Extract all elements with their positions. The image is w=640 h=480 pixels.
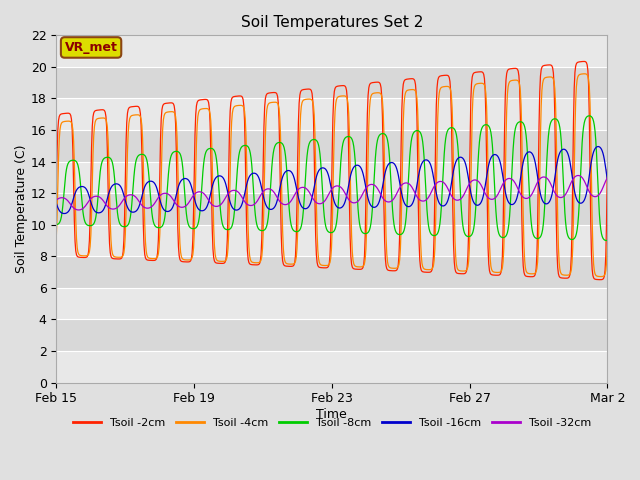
- Bar: [56, 320, 607, 351]
- X-axis label: Time: Time: [316, 408, 347, 421]
- Tsoil -2cm: [388, 268, 396, 274]
- Tsoil -2cm: [246, 261, 253, 266]
- Bar: [56, 98, 607, 130]
- Tsoil -8cm: [267, 186, 275, 192]
- Tsoil -32cm: [420, 198, 428, 204]
- Bar: [56, 288, 607, 320]
- Tsoil -2cm: [604, 167, 611, 172]
- Tsoil -32cm: [574, 173, 582, 179]
- Tsoil -8cm: [603, 238, 611, 243]
- Tsoil -8cm: [246, 147, 253, 153]
- Tsoil -16cm: [420, 157, 428, 163]
- Tsoil -16cm: [246, 172, 254, 178]
- Tsoil -2cm: [117, 256, 125, 262]
- Tsoil -2cm: [218, 261, 226, 266]
- Tsoil -8cm: [117, 223, 125, 228]
- Tsoil -4cm: [597, 274, 605, 279]
- Line: Tsoil -32cm: Tsoil -32cm: [56, 176, 607, 210]
- Tsoil -4cm: [388, 265, 396, 271]
- Tsoil -16cm: [219, 175, 227, 180]
- Y-axis label: Soil Temperature (C): Soil Temperature (C): [15, 145, 28, 273]
- Tsoil -4cm: [117, 254, 125, 260]
- Line: Tsoil -2cm: Tsoil -2cm: [56, 61, 607, 280]
- Bar: [56, 36, 607, 67]
- Tsoil -16cm: [389, 160, 397, 166]
- Tsoil -16cm: [52, 201, 60, 206]
- Tsoil -4cm: [420, 265, 428, 271]
- Tsoil -4cm: [580, 71, 588, 77]
- Tsoil -32cm: [389, 196, 397, 202]
- Bar: [56, 193, 607, 225]
- Tsoil -32cm: [246, 203, 254, 208]
- Tsoil -4cm: [246, 252, 253, 258]
- Tsoil -4cm: [218, 259, 226, 264]
- Title: Soil Temperatures Set 2: Soil Temperatures Set 2: [241, 15, 423, 30]
- Tsoil -16cm: [60, 211, 68, 216]
- Tsoil -16cm: [604, 177, 611, 182]
- Tsoil -2cm: [580, 59, 588, 64]
- Tsoil -2cm: [52, 182, 60, 188]
- Line: Tsoil -8cm: Tsoil -8cm: [56, 116, 607, 240]
- Tsoil -8cm: [388, 206, 396, 212]
- Tsoil -32cm: [75, 207, 83, 213]
- Line: Tsoil -4cm: Tsoil -4cm: [56, 74, 607, 276]
- Tsoil -32cm: [268, 187, 275, 192]
- Bar: [56, 351, 607, 383]
- Tsoil -8cm: [52, 222, 60, 228]
- Tsoil -32cm: [219, 199, 227, 205]
- Bar: [56, 256, 607, 288]
- Tsoil -8cm: [586, 113, 593, 119]
- Tsoil -4cm: [267, 100, 275, 106]
- Tsoil -32cm: [52, 197, 60, 203]
- Tsoil -32cm: [118, 199, 125, 205]
- Tsoil -2cm: [596, 277, 604, 283]
- Tsoil -8cm: [604, 238, 611, 243]
- Tsoil -4cm: [52, 232, 60, 238]
- Tsoil -16cm: [118, 186, 125, 192]
- Tsoil -8cm: [420, 145, 428, 151]
- Tsoil -8cm: [218, 221, 226, 227]
- Tsoil -4cm: [604, 243, 611, 249]
- Bar: [56, 67, 607, 98]
- Tsoil -16cm: [594, 144, 602, 149]
- Tsoil -32cm: [604, 175, 611, 181]
- Text: VR_met: VR_met: [65, 41, 118, 54]
- Bar: [56, 130, 607, 162]
- Legend: Tsoil -2cm, Tsoil -4cm, Tsoil -8cm, Tsoil -16cm, Tsoil -32cm: Tsoil -2cm, Tsoil -4cm, Tsoil -8cm, Tsoi…: [68, 414, 595, 432]
- Tsoil -2cm: [267, 90, 275, 96]
- Bar: [56, 225, 607, 256]
- Line: Tsoil -16cm: Tsoil -16cm: [56, 146, 607, 214]
- Bar: [56, 162, 607, 193]
- Tsoil -2cm: [420, 269, 428, 275]
- Tsoil -16cm: [268, 206, 275, 212]
